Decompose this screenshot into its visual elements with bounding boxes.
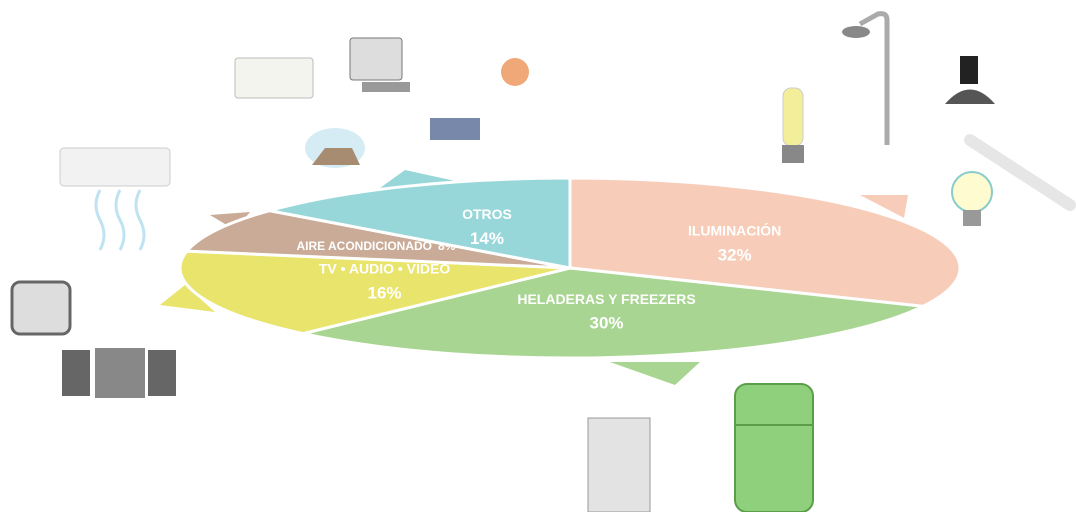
pointer <box>160 285 215 312</box>
value-label: 32% <box>718 245 752 264</box>
icon-freezer <box>587 417 651 512</box>
icon-iron <box>312 148 360 165</box>
icon-bulb-socket <box>963 210 981 226</box>
icon-speaker-left <box>62 350 90 396</box>
pointer <box>210 212 250 230</box>
icon-keyboard <box>362 82 410 92</box>
icon-microwave <box>234 57 314 99</box>
category-label: ILUMINACIÓN <box>688 222 781 239</box>
value-label: 16% <box>368 283 402 302</box>
pie-slice <box>302 266 929 360</box>
pointer <box>860 195 908 218</box>
icon-computer <box>349 37 403 81</box>
icon-fluorescent <box>964 134 1076 211</box>
pie-slice <box>178 249 571 336</box>
icon-speaker-right <box>148 350 176 396</box>
icon-tv <box>10 280 72 336</box>
icon-bulb <box>951 171 993 213</box>
icon-ceiling-lamp-shade <box>945 89 995 104</box>
icon-stereo <box>95 348 145 398</box>
icon-fridge <box>734 383 814 512</box>
category-label: HELADERAS Y FREEZERS <box>517 291 695 307</box>
icon-street-lamp <box>858 11 890 145</box>
icon-bulb-base <box>782 145 804 163</box>
icon-ceiling-lamp <box>960 56 978 84</box>
category-label: OTROS <box>462 206 512 222</box>
icon-bulb-tube <box>782 87 804 147</box>
icon-ac <box>59 147 171 187</box>
decorations <box>10 11 1076 512</box>
pie-slice <box>568 176 962 308</box>
category-label: TV • AUDIO • VIDEO <box>319 261 451 277</box>
pie-slice <box>183 209 571 270</box>
category-label: AIRE ACONDICIONADO <box>296 239 432 253</box>
pie-slice <box>269 176 572 270</box>
value-label: 30% <box>590 314 624 333</box>
pointer <box>610 362 700 385</box>
icon-street-lamp-head <box>842 26 870 38</box>
icon-ac-air <box>94 189 146 251</box>
icon-printer <box>430 118 480 140</box>
icon-dryer <box>501 58 529 86</box>
value-label: 14% <box>470 229 504 248</box>
